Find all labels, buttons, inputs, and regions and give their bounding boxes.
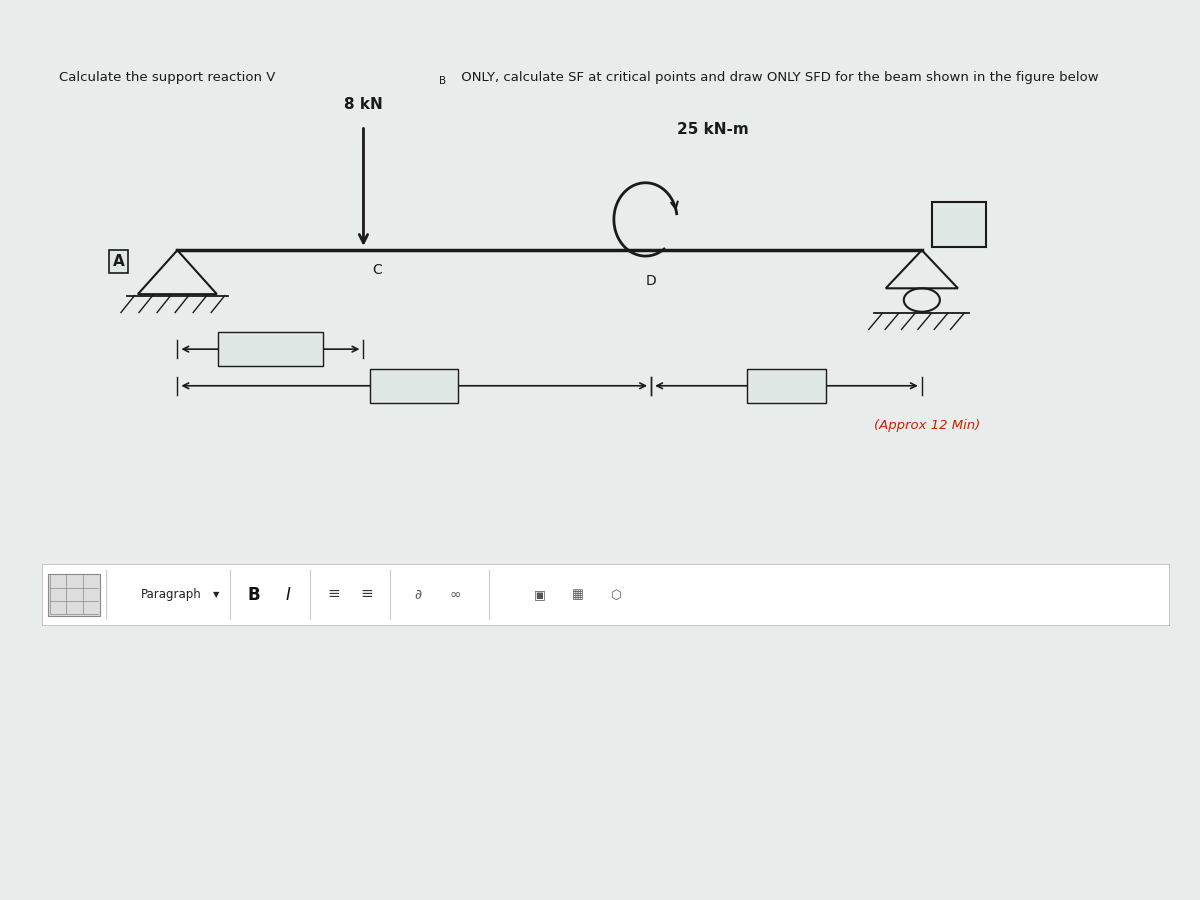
Text: ≡: ≡ — [360, 586, 373, 601]
FancyBboxPatch shape — [218, 332, 323, 366]
Text: C: C — [372, 264, 382, 277]
Text: B: B — [247, 586, 260, 604]
Text: ONLY, calculate SF at critical points and draw ONLY SFD for the beam shown in th: ONLY, calculate SF at critical points an… — [457, 71, 1099, 84]
Text: 8 kN: 8 kN — [344, 97, 383, 112]
FancyBboxPatch shape — [932, 202, 986, 247]
Text: B: B — [439, 76, 446, 86]
Text: Calculate the support reaction V: Calculate the support reaction V — [59, 71, 275, 84]
Text: ▦: ▦ — [572, 589, 583, 601]
Text: 3m: 3m — [404, 379, 425, 392]
Text: ∞: ∞ — [450, 588, 461, 602]
FancyBboxPatch shape — [748, 369, 826, 402]
FancyBboxPatch shape — [42, 564, 1170, 625]
Text: 25 kN-m: 25 kN-m — [677, 122, 749, 137]
Text: (Approx 12 Min): (Approx 12 Min) — [875, 418, 980, 432]
Text: ∂: ∂ — [414, 588, 421, 602]
Text: ▼: ▼ — [214, 590, 220, 599]
FancyBboxPatch shape — [371, 369, 458, 402]
Text: 2 m: 2 m — [774, 379, 798, 392]
Text: I: I — [286, 586, 290, 604]
Text: ⬡: ⬡ — [610, 589, 620, 601]
Text: Paragraph: Paragraph — [140, 589, 202, 601]
Text: A: A — [113, 254, 125, 269]
Text: D: D — [646, 274, 656, 288]
Text: ▣: ▣ — [534, 589, 546, 601]
FancyBboxPatch shape — [48, 574, 101, 616]
Text: B: B — [953, 216, 965, 234]
Text: ≡: ≡ — [328, 586, 340, 601]
Text: 1.25 m: 1.25 m — [248, 343, 293, 356]
